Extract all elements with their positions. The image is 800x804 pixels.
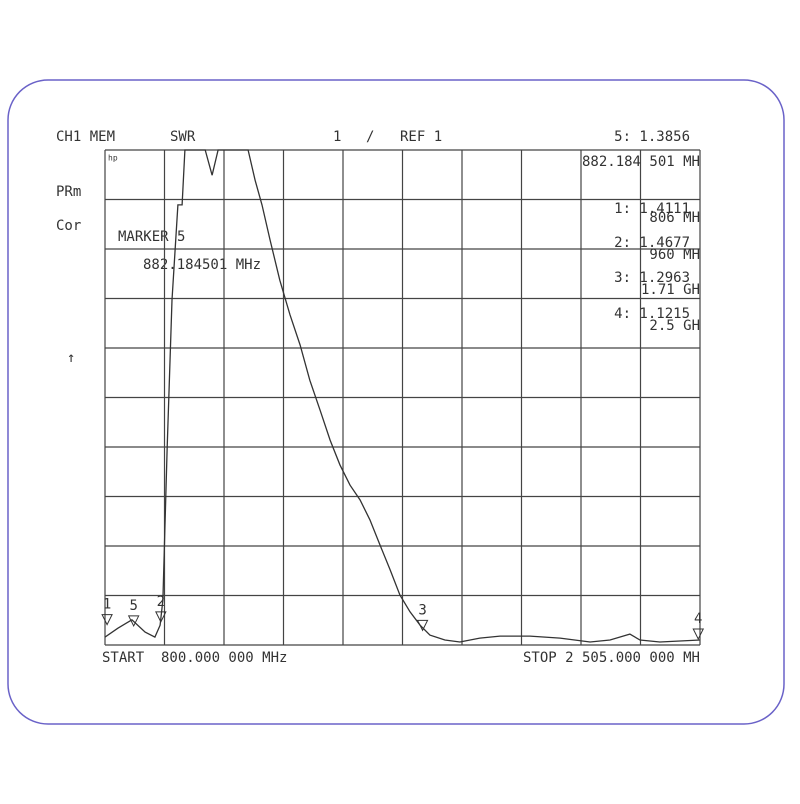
marker-freq: 1.71 GH xyxy=(641,282,700,298)
marker-readout: 4: 1.1215 xyxy=(614,306,690,322)
marker xyxy=(101,614,113,626)
marker-readout: 5: 1.3856 xyxy=(614,129,690,145)
marker-label: 4 xyxy=(694,611,702,627)
marker-label: 2 xyxy=(157,594,165,610)
marker-freq: 960 MH xyxy=(649,247,700,263)
marker-label: 3 xyxy=(418,602,426,618)
marker-freq: 806 MH xyxy=(649,210,700,226)
ref: REF 1 xyxy=(400,129,442,145)
format: SWR xyxy=(170,129,196,145)
side-label: ↑ xyxy=(67,350,75,366)
marker xyxy=(692,628,705,641)
start: START 800.000 000 MHz xyxy=(102,650,287,666)
marker xyxy=(416,619,429,632)
marker-title: MARKER 5 xyxy=(118,229,185,245)
marker-freq: 882.184 501 MH xyxy=(582,154,700,170)
marker-readout: 3: 1.2963 xyxy=(614,270,690,286)
marker-label: 1 xyxy=(103,597,111,613)
marker xyxy=(127,615,140,628)
logo: hp xyxy=(108,154,118,163)
frame xyxy=(7,79,785,725)
marker-readout: 2: 1.4677 xyxy=(614,235,690,251)
scale: 1 xyxy=(333,129,341,145)
marker xyxy=(155,611,167,623)
slash: / xyxy=(366,129,374,145)
side-label: Cor xyxy=(56,218,81,234)
side-label: PRm xyxy=(56,184,81,200)
marker-freq: 2.5 GH xyxy=(649,318,700,334)
marker-freq: 882.184501 MHz xyxy=(143,257,261,273)
stop: STOP 2 505.000 000 MH xyxy=(523,650,700,666)
marker-label: 5 xyxy=(129,598,137,614)
trace xyxy=(104,149,701,643)
channel: CH1 MEM xyxy=(56,129,115,145)
marker-readout: 1: 1.4111 xyxy=(614,201,690,217)
